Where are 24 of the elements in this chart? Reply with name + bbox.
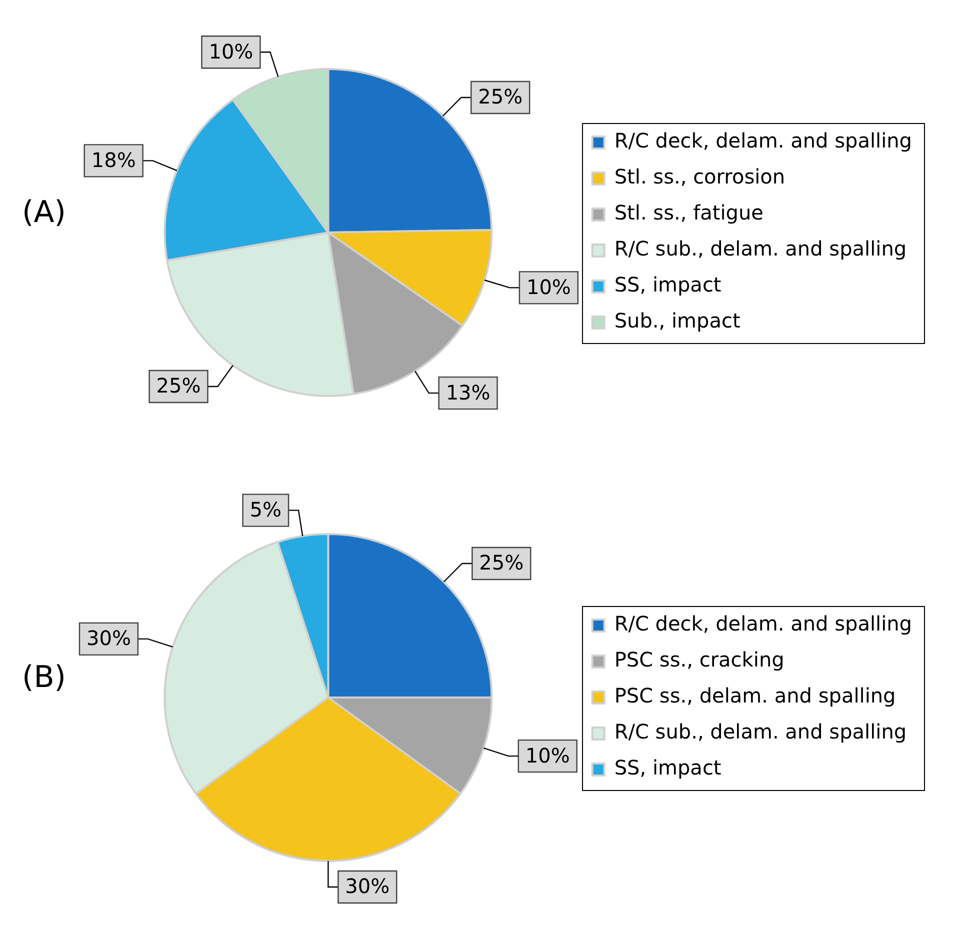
legend-label: PSC ss., cracking bbox=[614, 648, 784, 672]
legend-label: R/C deck, delam. and spalling bbox=[614, 128, 912, 153]
legend-label: PSC ss., delam. and spalling bbox=[614, 684, 896, 708]
data-label: 10% bbox=[526, 274, 571, 299]
data-label: 10% bbox=[525, 743, 570, 768]
legend-label: SS, impact bbox=[614, 756, 722, 780]
data-label: 25% bbox=[479, 550, 524, 575]
data-label: 5% bbox=[250, 498, 282, 522]
data-label: 13% bbox=[446, 380, 490, 404]
text: (B) bbox=[22, 660, 66, 695]
legend-label: Stl. ss., corrosion bbox=[614, 164, 786, 189]
data-label: 30% bbox=[345, 874, 390, 898]
legend-label: Sub., impact bbox=[614, 308, 740, 333]
data-label: 10% bbox=[208, 39, 254, 64]
text: (A) bbox=[22, 195, 66, 230]
data-label: 25% bbox=[156, 374, 201, 398]
data-label: 18% bbox=[91, 148, 136, 172]
data-label: 25% bbox=[478, 84, 523, 109]
legend-label: R/C deck, delam. and spalling bbox=[614, 612, 912, 636]
legend-label: R/C sub., delam. and spalling bbox=[614, 720, 907, 744]
legend-label: R/C sub., delam. and spalling bbox=[614, 236, 907, 261]
legend-label: Stl. ss., fatigue bbox=[614, 200, 764, 225]
legend-label: SS, impact bbox=[614, 272, 722, 297]
data-label: 30% bbox=[86, 626, 131, 650]
